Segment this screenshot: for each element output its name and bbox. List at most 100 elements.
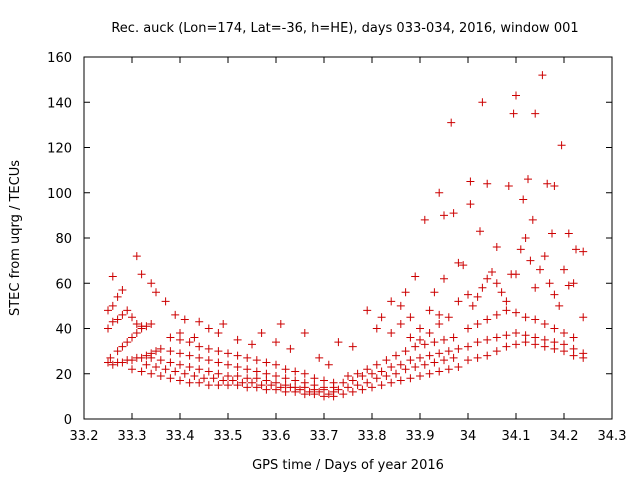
data-point bbox=[550, 181, 559, 190]
data-point bbox=[320, 383, 328, 392]
data-point bbox=[468, 301, 477, 310]
data-point bbox=[272, 360, 280, 369]
x-tick-label: 33.9 bbox=[406, 429, 435, 444]
data-point bbox=[152, 288, 160, 297]
data-point bbox=[348, 342, 357, 351]
data-point bbox=[557, 141, 566, 150]
data-point bbox=[396, 376, 405, 385]
data-point bbox=[492, 333, 501, 342]
data-point bbox=[310, 374, 319, 383]
data-point bbox=[540, 319, 549, 328]
data-point bbox=[401, 365, 410, 374]
data-point bbox=[176, 376, 184, 385]
data-point bbox=[416, 335, 424, 344]
data-point bbox=[358, 385, 367, 394]
y-tick-label: 80 bbox=[55, 232, 72, 247]
data-point bbox=[281, 374, 290, 383]
data-point bbox=[531, 340, 540, 349]
y-axis: 0 20 40 60 80 100 120 140 160 bbox=[47, 51, 612, 428]
data-point bbox=[132, 329, 141, 338]
x-tick-label: 33.6 bbox=[262, 429, 291, 444]
data-point bbox=[176, 349, 184, 358]
data-point bbox=[550, 344, 559, 353]
data-point bbox=[363, 306, 372, 315]
data-point bbox=[108, 317, 117, 326]
data-point bbox=[214, 358, 223, 367]
data-point bbox=[272, 378, 280, 387]
data-point bbox=[569, 344, 578, 353]
data-point bbox=[224, 381, 232, 390]
data-point bbox=[521, 338, 530, 347]
data-point bbox=[353, 369, 362, 378]
data-point bbox=[444, 313, 453, 322]
data-point bbox=[401, 288, 410, 297]
data-point bbox=[339, 390, 348, 399]
data-point bbox=[252, 374, 261, 383]
data-point bbox=[176, 329, 184, 338]
data-point bbox=[377, 313, 386, 322]
data-point bbox=[166, 333, 175, 342]
data-point bbox=[504, 181, 513, 190]
data-point bbox=[358, 372, 367, 381]
data-point bbox=[320, 376, 328, 385]
data-point bbox=[262, 358, 271, 367]
data-point bbox=[440, 356, 448, 365]
y-tick-label: 120 bbox=[47, 142, 72, 157]
data-point bbox=[348, 387, 357, 396]
data-point bbox=[238, 378, 247, 387]
data-point bbox=[440, 274, 448, 283]
y-tick-label: 160 bbox=[47, 51, 72, 66]
data-point bbox=[300, 378, 309, 387]
data-point bbox=[195, 378, 204, 387]
data-point bbox=[372, 360, 381, 369]
data-point bbox=[296, 385, 304, 394]
data-point bbox=[473, 353, 482, 362]
data-point bbox=[219, 319, 228, 328]
data-point bbox=[214, 381, 223, 390]
data-point bbox=[440, 335, 448, 344]
data-point bbox=[243, 383, 252, 392]
y-tick-label: 20 bbox=[55, 368, 72, 383]
data-point bbox=[190, 333, 199, 342]
data-point bbox=[300, 390, 309, 399]
data-point bbox=[166, 374, 175, 383]
data-point bbox=[430, 338, 439, 347]
data-point bbox=[502, 297, 511, 306]
data-point bbox=[281, 387, 290, 396]
data-point bbox=[113, 292, 122, 301]
data-point bbox=[502, 331, 511, 340]
data-point bbox=[262, 376, 271, 385]
x-tick-label: 34.2 bbox=[550, 429, 579, 444]
data-point bbox=[492, 243, 501, 252]
data-point bbox=[156, 372, 165, 381]
data-point bbox=[406, 333, 415, 342]
y-tick-label: 100 bbox=[47, 187, 72, 202]
data-point bbox=[387, 329, 396, 338]
x-tick-label: 33.4 bbox=[166, 429, 195, 444]
data-point bbox=[310, 381, 319, 390]
data-point bbox=[483, 351, 492, 360]
data-point bbox=[348, 376, 357, 385]
data-point bbox=[447, 118, 456, 127]
data-point bbox=[454, 362, 463, 371]
data-point bbox=[123, 306, 132, 315]
data-point bbox=[214, 369, 223, 378]
x-tick-label: 33.2 bbox=[70, 429, 99, 444]
data-point bbox=[516, 245, 525, 254]
x-tick-label: 34 bbox=[460, 429, 477, 444]
data-point bbox=[219, 376, 228, 385]
data-point bbox=[233, 372, 242, 381]
data-point bbox=[548, 229, 556, 238]
data-point bbox=[329, 378, 338, 387]
data-point bbox=[521, 313, 530, 322]
data-point bbox=[538, 71, 547, 80]
data-point bbox=[521, 331, 530, 340]
data-point bbox=[180, 369, 189, 378]
data-point bbox=[502, 342, 511, 351]
data-point bbox=[363, 365, 372, 374]
data-point bbox=[509, 109, 518, 118]
data-point bbox=[396, 301, 405, 310]
data-point bbox=[540, 252, 549, 261]
data-point bbox=[152, 362, 160, 371]
